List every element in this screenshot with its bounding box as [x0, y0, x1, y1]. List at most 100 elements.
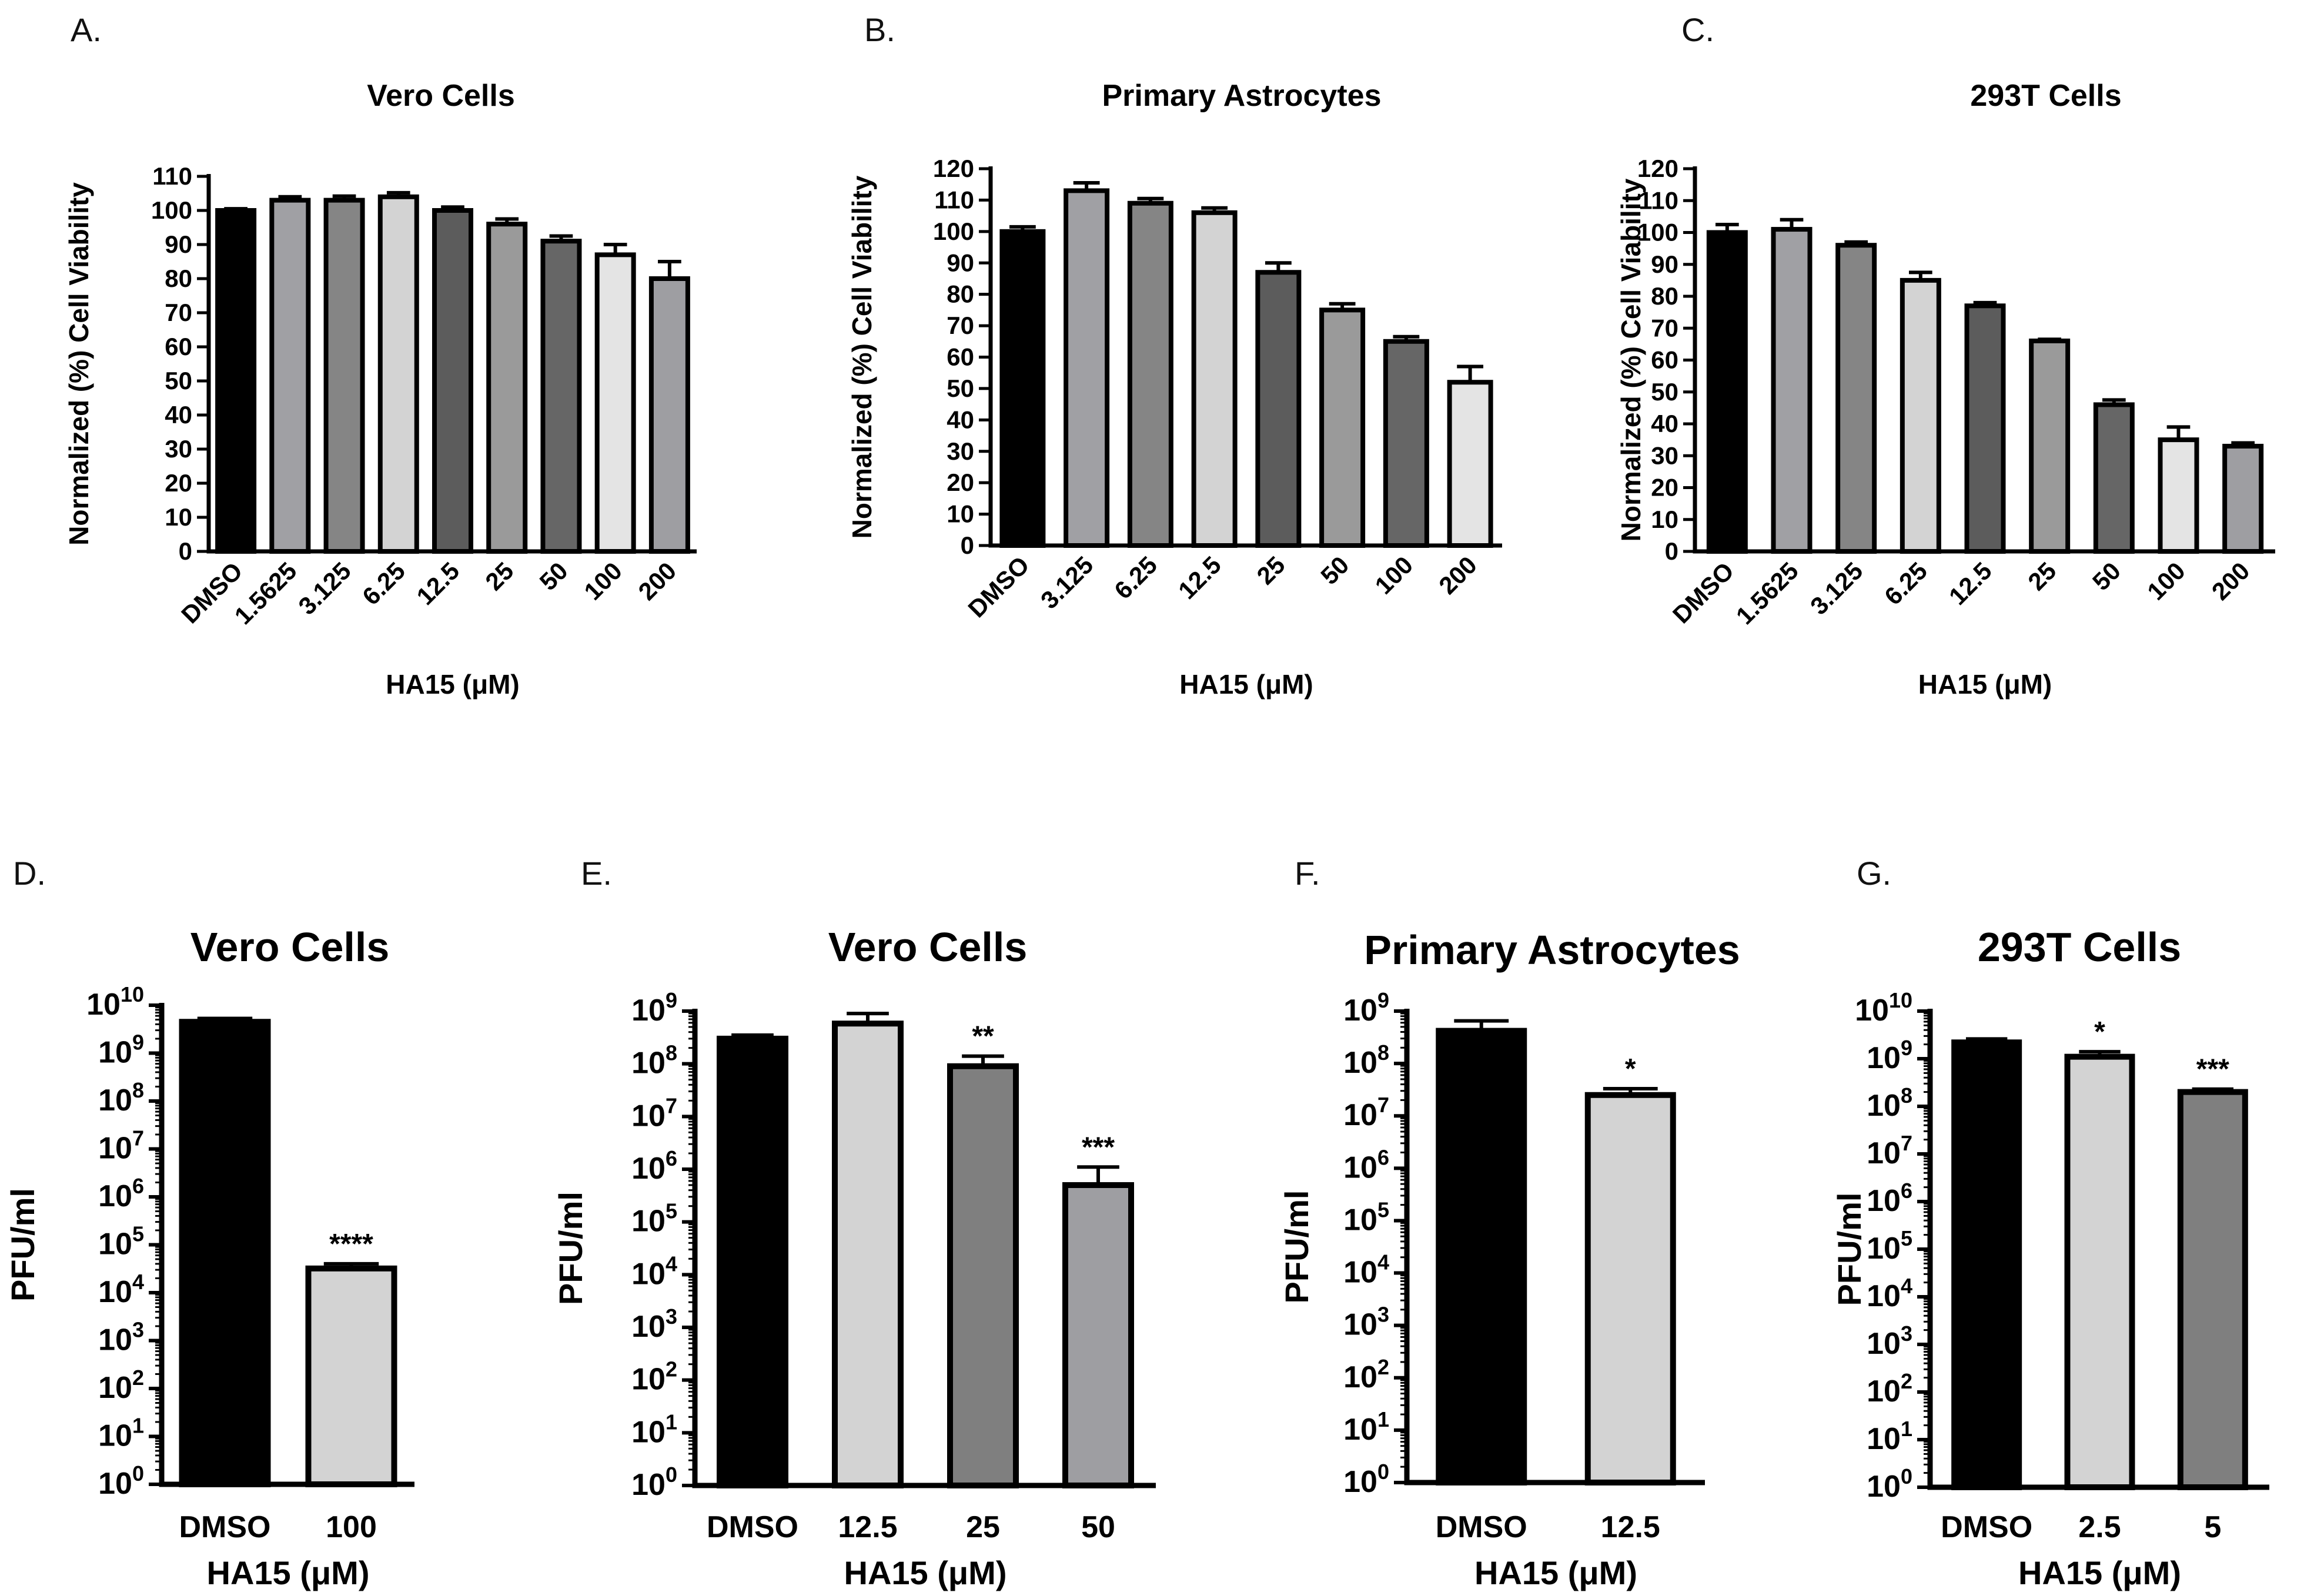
y-tick-base: 10 [1343, 1413, 1377, 1447]
y-tick-label: 40 [947, 406, 974, 433]
y-tick-label: 108 [1343, 1040, 1389, 1080]
y-tick-label: 0 [1665, 537, 1678, 565]
y-tick-label: 50 [1651, 378, 1678, 406]
y-tick-base: 10 [86, 988, 121, 1022]
bar-50 [1319, 307, 1366, 548]
panel-letter: F. [1295, 855, 1320, 892]
bar-2_5 [2064, 1053, 2135, 1490]
y-tick-exponent: 4 [132, 1270, 144, 1294]
y-tick-label: 103 [631, 1304, 677, 1344]
y-tick-label: 100 [1867, 1464, 1912, 1504]
y-tick-label: 90 [947, 249, 974, 276]
bar-12_5 [432, 208, 473, 554]
y-tick-base: 10 [631, 1257, 666, 1291]
bar-DMSO [215, 208, 257, 554]
y-tick-exponent: 5 [1901, 1226, 1912, 1250]
bar-25 [947, 1063, 1019, 1488]
y-tick-exponent: 4 [666, 1252, 677, 1276]
x-tick-label: 100 [1369, 551, 1418, 600]
x-tick-label: 100 [326, 1510, 377, 1544]
y-tick-base: 10 [1867, 1136, 1901, 1170]
x-tick-label: 3.125 [1805, 557, 1868, 620]
x-tick-label: 50 [1081, 1510, 1115, 1544]
y-tick-exponent: 7 [1901, 1131, 1912, 1155]
panel-letter: D. [13, 855, 46, 892]
y-tick-exponent: 6 [132, 1174, 144, 1198]
bar-100 [2158, 437, 2199, 554]
bar-6_25 [1127, 200, 1173, 548]
y-tick-base: 10 [1867, 1041, 1901, 1075]
y-tick-label: 110 [1638, 186, 1678, 214]
y-tick-label: 0 [961, 531, 974, 559]
y-tick-label: 103 [98, 1318, 144, 1357]
y-tick-label: 101 [98, 1414, 144, 1453]
panel-letter: G. [1857, 855, 1891, 892]
y-tick-label: 50 [165, 367, 192, 394]
bar-6_25 [377, 194, 419, 554]
bar-1_5625 [1771, 227, 1813, 554]
x-tick-label: DMSO [1667, 557, 1739, 628]
y-tick-label: 90 [165, 230, 192, 258]
y-tick-label: 20 [165, 469, 192, 497]
y-tick-base: 10 [98, 1275, 132, 1309]
x-tick-label: 1.5625 [229, 557, 302, 630]
y-tick-label: 108 [631, 1041, 677, 1080]
y-axis-label: PFU/ml [1831, 1193, 1868, 1306]
y-tick-exponent: 9 [666, 988, 677, 1012]
x-axis-label: HA15 (μM) [386, 669, 519, 700]
y-tick-base: 10 [1343, 1150, 1377, 1185]
panel-letter: C. [1681, 11, 1714, 48]
y-tick-exponent: 4 [1901, 1274, 1912, 1298]
y-tick-exponent: 1 [1377, 1407, 1389, 1431]
y-tick-base: 10 [631, 1468, 666, 1502]
y-tick-exponent: 2 [1377, 1355, 1389, 1379]
x-tick-label: 200 [1433, 551, 1482, 600]
y-tick-label: 105 [631, 1199, 677, 1239]
bar-12_5 [1191, 210, 1238, 548]
y-tick-label: 100 [1637, 219, 1678, 246]
y-tick-label: 107 [631, 1093, 677, 1133]
y-tick-base: 10 [98, 1323, 132, 1357]
y-tick-label: 50 [947, 374, 974, 402]
y-tick-exponent: 6 [1901, 1179, 1912, 1203]
y-tick-label: 70 [1651, 314, 1678, 342]
y-tick-label: 110 [934, 186, 974, 213]
y-tick-base: 10 [1867, 1184, 1901, 1218]
y-tick-label: 104 [98, 1270, 144, 1309]
y-axis-label: Normalized (%) Cell Viability [63, 182, 94, 546]
chart-panel-5: F.Primary Astrocytes10010110210310410510… [1278, 855, 1740, 1591]
y-tick-exponent: 9 [132, 1030, 144, 1055]
y-tick-base: 10 [631, 1363, 666, 1397]
bar-3_125 [1835, 243, 1877, 554]
x-tick-label: DMSO [1436, 1510, 1527, 1544]
y-tick-base: 10 [98, 1132, 132, 1166]
y-tick-label: 101 [1343, 1407, 1389, 1447]
bar-DMSO [999, 229, 1046, 548]
y-tick-label: 102 [1867, 1369, 1912, 1408]
y-tick-label: 80 [947, 280, 974, 308]
y-tick-exponent: 10 [1889, 988, 1912, 1012]
y-tick-label: 109 [1343, 988, 1389, 1028]
x-tick-label: 100 [2142, 557, 2191, 605]
y-tick-base: 10 [98, 1227, 132, 1262]
y-tick-exponent: 3 [1377, 1303, 1389, 1327]
y-tick-exponent: 2 [1901, 1369, 1912, 1393]
chart-panel-2: C. 293T Cells 0 10 20 30 40 50 60 70 80 90 100 110 120… [1616, 11, 2275, 700]
y-tick-base: 10 [631, 1046, 666, 1080]
y-tick-base: 10 [1343, 1098, 1377, 1132]
y-tick-exponent: 0 [666, 1463, 677, 1487]
bar-200 [648, 276, 690, 554]
y-tick-exponent: 8 [666, 1041, 677, 1065]
chart-title: Vero Cells [190, 924, 390, 970]
y-tick-base: 10 [98, 1419, 132, 1453]
y-tick-base: 10 [1343, 1046, 1377, 1080]
x-tick-label: 6.25 [357, 557, 410, 610]
y-tick-label: 60 [165, 333, 192, 360]
significance-label: ** [972, 1021, 994, 1052]
x-axis-label: HA15 (μM) [2018, 1554, 2181, 1591]
y-tick-label: 106 [1867, 1179, 1912, 1218]
x-tick-label: 12.5 [411, 557, 464, 610]
x-axis-label: HA15 (μM) [844, 1554, 1007, 1591]
y-tick-exponent: 8 [1901, 1083, 1912, 1108]
